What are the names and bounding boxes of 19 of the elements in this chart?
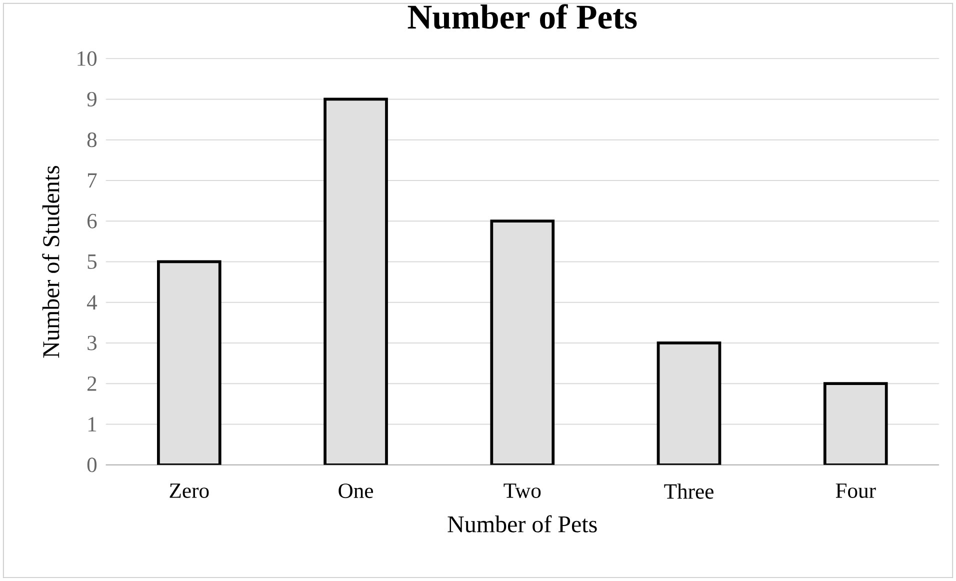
x-tick-label: Zero	[170, 484, 209, 498]
y-tick-label: 8	[87, 132, 97, 148]
y-tick-label: 7	[88, 173, 97, 188]
y-tick-label: 6	[88, 214, 97, 228]
y-tick-label: 2	[88, 376, 96, 391]
y-tick-label: 10	[78, 51, 97, 66]
y-tick-label: 4	[86, 295, 98, 310]
y-tick-label: 1	[88, 417, 96, 432]
y-tick-label: 5	[88, 254, 97, 269]
chart-title: Number of Pets	[408, 4, 637, 29]
x-tick-label: One	[338, 484, 374, 498]
x-tick-label: Four	[836, 484, 876, 498]
y-tick-label: 3	[88, 336, 97, 350]
y-tick-label: 9	[87, 92, 96, 106]
y-tick-label: 0	[87, 458, 97, 472]
x-tick-label: Two	[504, 484, 541, 498]
y-axis-title: Number of Students	[42, 166, 60, 358]
x-axis-title: Number of Pets	[448, 515, 597, 532]
x-tick-label: Three	[664, 484, 714, 499]
